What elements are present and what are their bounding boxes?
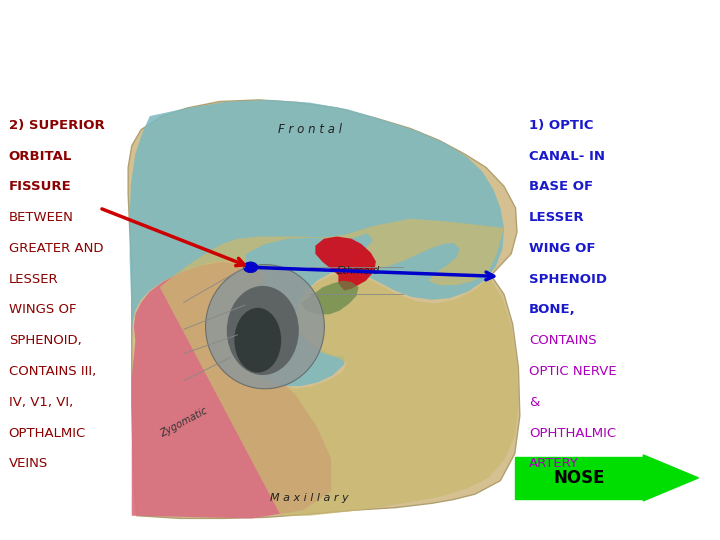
Text: VEINS: VEINS xyxy=(9,457,48,470)
Text: GREATER AND: GREATER AND xyxy=(9,242,103,255)
Text: IV, V1, VI,: IV, V1, VI, xyxy=(9,396,73,409)
Text: LESSER: LESSER xyxy=(9,273,58,286)
Text: WINGS OF: WINGS OF xyxy=(9,303,76,316)
Text: CANAL- IN: CANAL- IN xyxy=(529,150,606,163)
Text: ARTERY: ARTERY xyxy=(529,457,579,470)
Text: WING OF: WING OF xyxy=(529,242,595,255)
Text: LESSER: LESSER xyxy=(529,211,585,224)
Polygon shape xyxy=(130,100,504,386)
Text: Ethmoid: Ethmoid xyxy=(337,266,380,276)
Text: CONTAINS: CONTAINS xyxy=(529,334,597,347)
Text: Zygomatic: Zygomatic xyxy=(158,406,209,439)
Polygon shape xyxy=(128,100,520,518)
Text: FISSURE: FISSURE xyxy=(9,180,71,193)
Polygon shape xyxy=(644,455,698,501)
Text: SPHENOID,: SPHENOID, xyxy=(9,334,81,347)
Text: OPTIC NERVE: OPTIC NERVE xyxy=(529,365,617,378)
Polygon shape xyxy=(132,262,331,518)
Polygon shape xyxy=(315,237,376,291)
Ellipse shape xyxy=(205,265,324,389)
Text: CONTAINS III,: CONTAINS III, xyxy=(9,365,96,378)
Text: OPHTHALMIC: OPHTHALMIC xyxy=(529,427,616,440)
Text: BONE,: BONE, xyxy=(529,303,576,316)
Text: &: & xyxy=(529,396,539,409)
Text: 2) SUPERIOR: 2) SUPERIOR xyxy=(9,119,104,132)
Text: BETWEEN: BETWEEN xyxy=(9,211,73,224)
Polygon shape xyxy=(160,219,518,516)
FancyBboxPatch shape xyxy=(515,457,644,498)
Text: NOSE: NOSE xyxy=(553,469,605,487)
Circle shape xyxy=(243,262,258,273)
Ellipse shape xyxy=(227,286,299,375)
Ellipse shape xyxy=(235,308,281,373)
Text: OPTHALMIC: OPTHALMIC xyxy=(9,427,86,440)
Text: BASE OF: BASE OF xyxy=(529,180,593,193)
Text: SPHENOID: SPHENOID xyxy=(529,273,607,286)
Text: 1) OPTIC: 1) OPTIC xyxy=(529,119,594,132)
Text: M a x i l l a r y: M a x i l l a r y xyxy=(270,493,349,503)
Text: F r o n t a l: F r o n t a l xyxy=(278,123,341,136)
Polygon shape xyxy=(301,281,359,314)
Text: ORBITAL: ORBITAL xyxy=(9,150,72,163)
